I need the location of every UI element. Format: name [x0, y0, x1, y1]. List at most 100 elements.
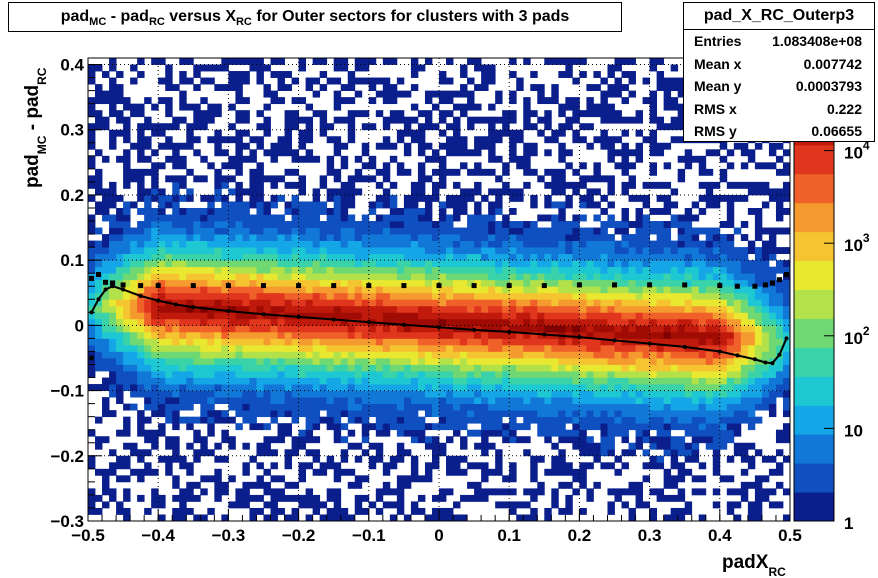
heatmap-cell [340, 397, 349, 405]
heatmap-cell [270, 292, 278, 300]
heatmap-cell [747, 155, 756, 163]
heatmap-cell [775, 481, 784, 489]
heatmap-cell [186, 253, 194, 261]
heatmap-cell [137, 110, 145, 118]
heatmap-cell [382, 201, 391, 209]
heatmap-cell [733, 279, 742, 287]
heatmap-cell [382, 410, 391, 418]
heatmap-cell [382, 90, 391, 98]
heatmap-cell [467, 384, 475, 391]
heatmap-cell [579, 397, 587, 405]
heatmap-cell [95, 286, 103, 294]
heatmap-cell [361, 436, 370, 444]
heatmap-cell [214, 234, 222, 241]
heatmap-cell [221, 214, 229, 222]
heatmap-cell [446, 377, 454, 385]
heatmap-cell [431, 90, 440, 98]
heatmap-cell [656, 397, 665, 405]
heatmap-cell [467, 247, 475, 255]
heatmap-cell [319, 253, 328, 261]
heatmap-cell [516, 377, 524, 385]
heatmap-cell [642, 449, 650, 457]
heatmap-cell [389, 110, 398, 118]
heatmap-cell [600, 90, 608, 98]
heatmap-cell [144, 214, 152, 222]
heatmap-cell [116, 286, 124, 294]
heatmap-cell [558, 344, 566, 352]
heatmap-cell [579, 181, 587, 189]
heatmap-cell [446, 194, 454, 202]
heatmap-cell [144, 155, 152, 163]
heatmap-cell [537, 357, 545, 365]
heatmap-cell [593, 234, 601, 241]
heatmap-cell [467, 481, 475, 489]
heatmap-cell [410, 436, 419, 444]
heatmap-cell [270, 58, 278, 65]
heatmap-cell [642, 279, 650, 287]
heatmap-cell [172, 234, 180, 241]
heatmap-cell [312, 188, 321, 196]
heatmap-cell [249, 168, 257, 176]
heatmap-cell [474, 462, 482, 470]
heatmap-cell [453, 227, 461, 235]
heatmap-cell [446, 234, 454, 241]
heatmap-cell [747, 279, 756, 287]
heatmap-cell [123, 318, 131, 326]
heatmap-cell [726, 194, 735, 202]
heatmap-cell [523, 221, 531, 228]
heatmap-cell [431, 312, 440, 320]
heatmap-cell [158, 207, 166, 215]
heatmap-cell [754, 247, 763, 255]
heatmap-cell [347, 416, 356, 424]
heatmap-cell [319, 325, 328, 333]
heatmap-cell [179, 377, 187, 385]
heatmap-cell [677, 318, 686, 326]
heatmap-cell [663, 247, 672, 255]
heatmap-cell [256, 312, 264, 320]
heatmap-cell [768, 312, 777, 320]
heatmap-cell [270, 371, 278, 378]
heatmap-cell [95, 338, 103, 346]
heatmap-cell [284, 201, 292, 209]
heatmap-cell [712, 305, 721, 313]
heatmap-cell [179, 344, 187, 352]
heatmap-cell [347, 273, 356, 281]
heatmap-cell [249, 175, 257, 183]
heatmap-cell [361, 175, 370, 183]
heatmap-cell [768, 188, 777, 196]
heatmap-cell [446, 221, 454, 228]
heatmap-cell [761, 371, 770, 378]
heatmap-cell [474, 397, 482, 405]
heatmap-cell [137, 357, 145, 365]
heatmap-cell [172, 312, 180, 320]
heatmap-cell [782, 266, 791, 274]
heatmap-cell [158, 312, 166, 320]
heatmap-cell [354, 292, 363, 300]
heatmap-cell [193, 305, 201, 313]
heatmap-cell [277, 436, 285, 444]
heatmap-cell [368, 410, 377, 418]
heatmap-cell [726, 475, 735, 483]
heatmap-cell [319, 344, 328, 352]
heatmap-cell [677, 449, 686, 457]
heatmap-cell [656, 384, 665, 391]
heatmap-cell [509, 273, 517, 281]
heatmap-cell [221, 292, 229, 300]
heatmap-cell [446, 305, 454, 313]
heatmap-cell [396, 507, 405, 515]
heatmap-cell [460, 234, 468, 241]
heatmap-cell [249, 390, 257, 398]
heatmap-cell [221, 318, 229, 326]
heatmap-cell [516, 292, 524, 300]
heatmap-cell [277, 136, 285, 144]
heatmap-cell [179, 234, 187, 241]
heatmap-cell [256, 227, 264, 235]
heatmap-cell [663, 410, 672, 418]
heatmap-cell [782, 351, 791, 359]
heatmap-cell [410, 397, 419, 405]
heatmap-cell [621, 377, 629, 385]
heatmap-cell [200, 266, 208, 274]
heatmap-cell [291, 234, 299, 241]
heatmap-cell [95, 110, 103, 118]
heatmap-cell [123, 253, 131, 261]
